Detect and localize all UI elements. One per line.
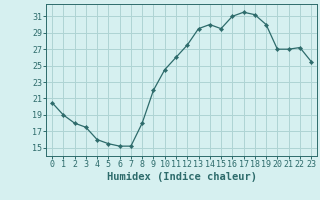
X-axis label: Humidex (Indice chaleur): Humidex (Indice chaleur) — [107, 172, 257, 182]
